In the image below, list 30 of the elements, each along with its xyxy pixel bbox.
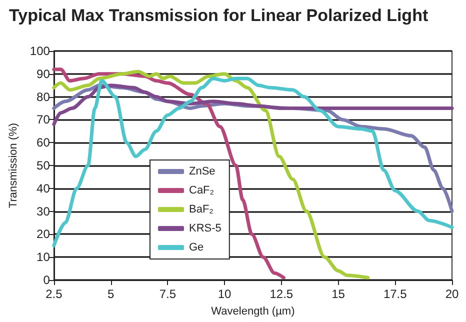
y-tick-label: 100 — [30, 44, 50, 58]
x-tick-label: 15 — [332, 287, 346, 301]
x-tick-label: 2.5 — [46, 287, 63, 301]
x-tick-label: 20 — [445, 287, 459, 301]
y-tick-label: 50 — [36, 158, 50, 172]
x-tick-label: 17.5 — [383, 287, 408, 301]
y-tick-label: 0 — [43, 273, 50, 287]
legend-label: Ge — [189, 242, 204, 254]
chart-title: Typical Max Transmission for Linear Polarized Light — [9, 6, 428, 25]
legend-label: KRS-5 — [189, 222, 222, 234]
legend-label: CaF₂ — [189, 184, 214, 196]
x-tick-label: 5 — [107, 287, 114, 301]
line-series — [52, 68, 286, 280]
y-tick-label: 90 — [36, 66, 50, 81]
line-series — [52, 70, 370, 280]
y-tick-label: 10 — [36, 250, 50, 264]
legend-label: ZnSe — [189, 166, 216, 178]
y-tick-label: 70 — [36, 112, 50, 127]
y-tick-label: 80 — [36, 90, 50, 104]
line-series — [52, 84, 454, 126]
x-tick-label: 10 — [218, 287, 232, 301]
y-tick-label: 20 — [36, 227, 50, 242]
y-axis-title: Transmission (%) — [8, 122, 20, 208]
y-tick-label: 30 — [36, 204, 50, 218]
legend-label: BaF₂ — [189, 204, 214, 216]
y-tick-label: 60 — [36, 136, 50, 150]
y-tick-label: 40 — [36, 181, 50, 196]
x-axis-title: Wavelength (µm) — [211, 306, 295, 318]
x-tick-label: 7.5 — [159, 287, 176, 301]
x-tick-label: 12.5 — [270, 287, 294, 301]
